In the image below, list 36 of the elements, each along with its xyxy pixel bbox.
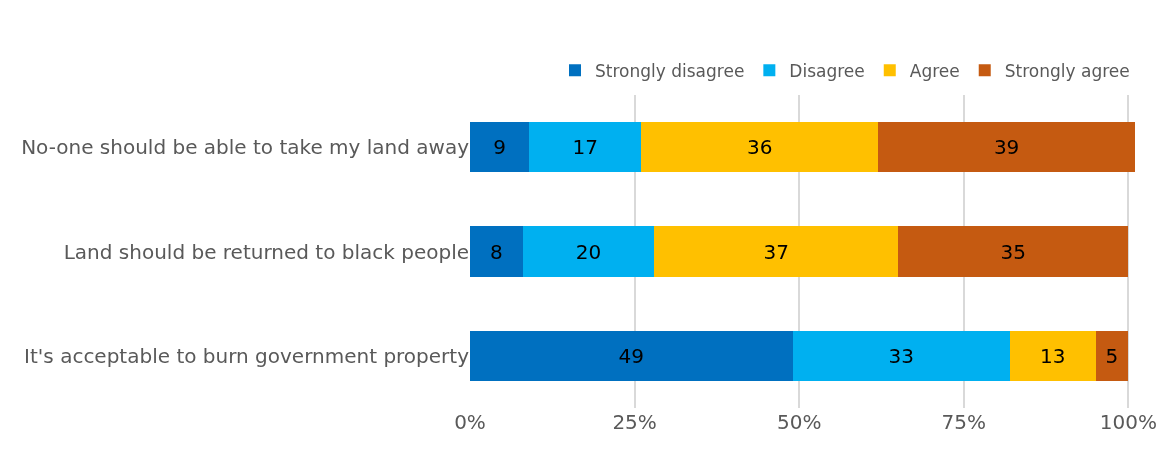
bar	[470, 226, 523, 277]
bar	[897, 226, 1129, 277]
bar	[470, 330, 793, 381]
bar	[792, 330, 1010, 381]
x-tick-label: 75%	[941, 410, 987, 434]
legend-label: Strongly agree	[1004, 60, 1130, 81]
data-label: 13	[1039, 343, 1066, 368]
bar	[522, 226, 655, 277]
data-label: 17	[572, 135, 598, 160]
legend-label: Disagree	[789, 60, 865, 81]
y-tick-label: It's acceptable to burn government property	[24, 343, 470, 368]
legend-label: Strongly disagree	[595, 60, 745, 81]
y-tick-label: Land should be returned to black people	[63, 239, 469, 264]
bar	[529, 122, 642, 173]
bar	[641, 122, 879, 173]
data-label: 36	[746, 135, 773, 160]
bar	[1009, 330, 1096, 381]
y-tick-label: No-one should be able to take my land away	[21, 135, 470, 160]
data-label: 49	[618, 343, 645, 368]
data-label: 5	[1105, 343, 1119, 368]
x-tick-label: 50%	[776, 410, 822, 434]
data-label: 37	[763, 239, 789, 264]
x-tick-label: 100%	[1099, 410, 1158, 434]
x-tick-label: 0%	[454, 410, 486, 434]
legend-label: Agree	[909, 60, 960, 81]
bar	[470, 122, 530, 173]
bar	[654, 226, 898, 277]
data-label: 20	[575, 239, 602, 264]
bar	[1095, 330, 1129, 381]
data-label: 39	[993, 135, 1020, 160]
data-label: 8	[489, 239, 503, 264]
data-label: 33	[888, 343, 914, 368]
data-label: 35	[1000, 239, 1026, 264]
bar	[878, 122, 1135, 173]
data-label: 9	[493, 135, 506, 160]
x-tick-label: 25%	[612, 410, 657, 434]
